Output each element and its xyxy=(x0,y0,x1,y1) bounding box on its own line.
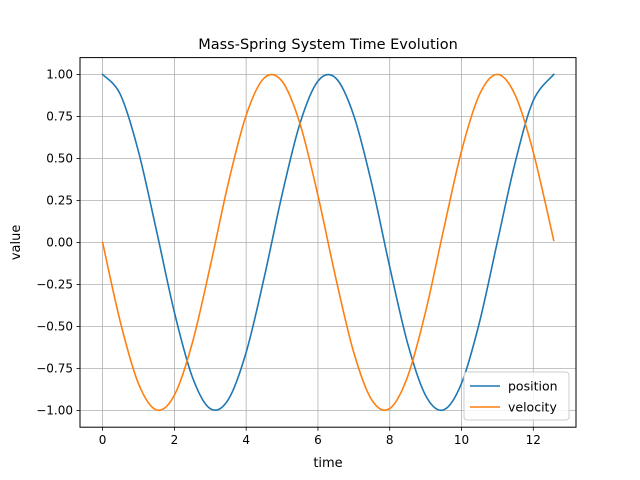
y-tick-label: −0.50 xyxy=(36,320,73,334)
series-lines xyxy=(101,73,555,412)
y-tick-label: 0.75 xyxy=(46,110,73,124)
series-line-velocity xyxy=(101,73,555,412)
legend-label-velocity: velocity xyxy=(508,400,557,415)
x-axis-label: time xyxy=(313,456,342,471)
legend-label-position: position xyxy=(508,379,558,394)
x-tick-label: 2 xyxy=(171,433,179,447)
y-tick-label: 0.25 xyxy=(46,194,73,208)
x-tick-label: 12 xyxy=(526,433,541,447)
x-tick-label: 10 xyxy=(454,433,469,447)
series-line-position xyxy=(101,73,555,412)
legend: position velocity xyxy=(463,371,570,421)
chart-title: Mass-Spring System Time Evolution xyxy=(198,37,458,53)
x-tick-label: 6 xyxy=(314,433,322,447)
grid-lines xyxy=(80,57,576,428)
x-tick-label: 8 xyxy=(386,433,394,447)
axis-ticks: 0 2 4 6 8 10 12 −1.00 −0.75 −0.50 −0.25 0.00 0.25 0.5… xyxy=(36,68,541,448)
y-axis-label: value xyxy=(9,225,24,261)
x-tick-label: 0 xyxy=(99,433,107,447)
y-tick-label: −0.75 xyxy=(36,362,73,376)
y-tick-label: −1.00 xyxy=(36,404,73,418)
y-tick-label: −0.25 xyxy=(36,278,73,292)
y-tick-label: 0.50 xyxy=(46,152,73,166)
legend-box xyxy=(463,371,570,421)
y-tick-label: 1.00 xyxy=(46,68,73,82)
x-tick-label: 4 xyxy=(242,433,250,447)
y-tick-label: 0.00 xyxy=(46,236,73,250)
